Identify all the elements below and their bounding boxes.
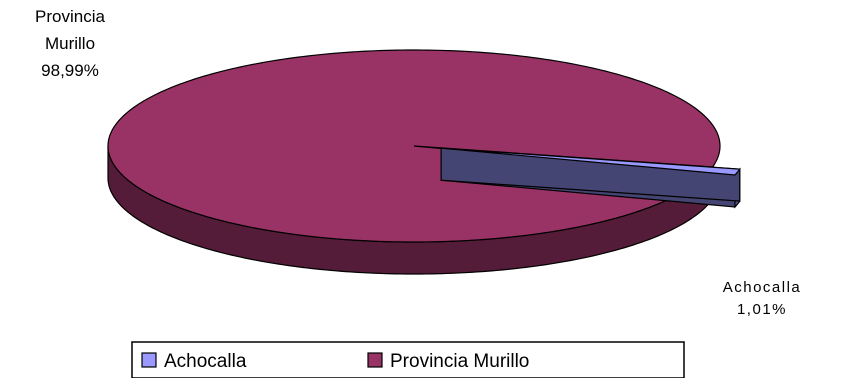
legend-box xyxy=(131,341,685,378)
achocalla-label: Achocalla xyxy=(723,279,802,296)
legend-swatch-provincia-murillo xyxy=(367,352,383,368)
legend-label-achocalla: Achocalla xyxy=(164,351,247,372)
pie-slice-top-achocalla xyxy=(441,147,741,176)
murillo-label-line1: Provincia xyxy=(35,7,105,26)
pie-slice-achocalla xyxy=(440,147,741,209)
pie-slice-top-provincia-murillo xyxy=(107,49,721,243)
legend: Achocalla Provincia Murillo xyxy=(131,341,685,378)
murillo-value-label: 98,99% xyxy=(41,61,99,80)
achocalla-value-label: 1,01% xyxy=(737,301,787,318)
legend-swatch-achocalla xyxy=(141,352,157,368)
legend-label-provincia-murillo: Provincia Murillo xyxy=(390,351,529,372)
pie-slice-provincia-murillo xyxy=(107,49,721,275)
pie-group xyxy=(107,49,741,275)
data-labels: Provincia Murillo 98,99% Achocalla 1,01% xyxy=(35,7,802,318)
murillo-label-line2: Murillo xyxy=(45,34,95,53)
